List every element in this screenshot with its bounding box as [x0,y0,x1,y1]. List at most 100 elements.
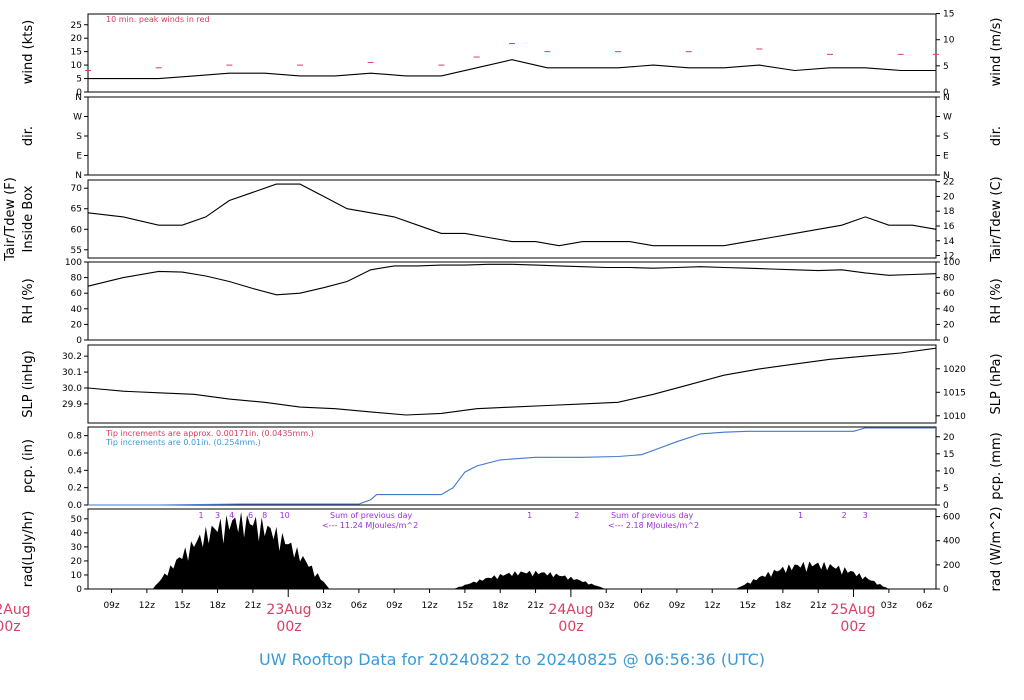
dir-ytick-label-left: E [76,152,82,162]
temp-ytick-label-left: 60 [71,225,83,235]
panel-frames [87,13,937,590]
temp-ytick-label-left: 65 [71,205,82,215]
pcp-panel-frame [87,426,937,506]
rh-ytick-label-left: 100 [65,258,82,268]
temp-ytick-label-right: 20 [943,192,955,202]
wind-ytick-label-left: 15 [71,48,82,58]
rad-ytick-label-left: 0 [76,585,82,595]
radiation-day1 [152,511,330,589]
dir-ylabel-left: dir. [21,126,36,146]
slp-ytick-label-left: 30.0 [62,384,82,394]
temperature-line [87,183,937,247]
x-tick-label: 15z [174,601,190,611]
rad-sum2-line1: Sum of previous day [611,511,693,520]
x-tick-label: 09z [103,601,119,611]
slp-line [87,347,937,416]
rad-hour-marker: 1 [798,511,803,520]
axis-ticks: 09z 12z 15z 18z 21z 03z 06z 09z 12z 15z 18z 21z 03z 0… [62,10,966,611]
dir-ytick-label-left: S [76,132,82,142]
rh-ytick-label-left: 80 [71,274,83,284]
wind-ytick-label-left: 10 [71,61,83,71]
dir-ytick-label-right: N [943,93,950,103]
rad-hour-marker: 1 [527,511,532,520]
x-tick-label: 15z [739,601,755,611]
rh-ytick-label-right: 80 [943,274,955,284]
rad-hour-marker: 6 [248,511,253,520]
rad-hour-marker: 2 [574,511,579,520]
x-tick-label: 18z [209,601,225,611]
pcp-ytick-label-right: 15 [943,450,954,460]
date-label-hour: 00z [0,619,21,635]
temp-ytick-label-right: 18 [943,207,955,217]
x-tick-label: 09z [669,601,685,611]
x-tick-label: 06z [633,601,649,611]
pcp-ylabel-left: pcp. (in) [21,439,36,493]
slp-ytick-label-left: 29.9 [62,400,82,410]
pcp-ytick-label-right: 10 [943,467,955,477]
rh-panel-frame [87,261,937,341]
pcp-ytick-label-left: 0.8 [68,432,83,442]
rad-ytick-label-left: 10 [71,571,83,581]
rad-hour-marker: 8 [262,511,267,520]
x-tick-label: 21z [810,601,826,611]
slp-ytick-label-right: 1010 [943,412,966,422]
slp-ytick-label-right: 1020 [943,365,966,375]
wind-ytick-label-right: 15 [943,10,954,20]
temp-ytick-label-right: 12 [943,252,954,262]
dir-ytick-label-right: W [943,113,952,123]
pcp-note-blue: Tip increments are 0.01in. (0.254mm.) [105,438,261,447]
slp-ytick-label-right: 1015 [943,388,966,398]
rh-ytick-label-right: 100 [943,258,960,268]
rh-ytick-label-left: 0 [76,336,82,346]
pcp-ytick-label-right: 5 [943,484,949,494]
rad-ytick-label-left: 50 [71,515,83,525]
date-label-hour: 00z [558,619,583,635]
wind-ytick-label-right: 10 [943,36,955,46]
slp-ytick-label-left: 30.1 [62,368,82,378]
wind-panel-frame [87,13,937,93]
rad-ytick-label-right: 200 [943,561,960,571]
wind-speed-line [88,59,936,80]
rad-sum2-line2: <--- 2.18 MJoules/m^2 [608,521,699,530]
rad-ytick-label-left: 20 [71,557,83,567]
wind-ytick-label-left: 20 [71,34,83,44]
rad-sum1-line1: Sum of previous day [330,511,412,520]
dir-ytick-label-left: N [75,93,82,103]
date-labels: 22Aug 00z 23Aug 00z 24Aug 00z 25Aug 00z [0,602,876,635]
wind-ytick-label-left: 25 [71,21,82,31]
slp-panel-frame [87,344,937,424]
temp-ytick-label-left: 55 [71,246,82,256]
x-tick-label: 03z [315,601,331,611]
x-tick-label: 06z [916,601,932,611]
radiation-day2 [453,570,607,589]
rad-ytick-label-right: 0 [943,585,949,595]
date-label-hour: 00z [276,619,301,635]
rad-ylabel-right: rad (W/m^2) [989,507,1004,592]
slp-ytick-label-left: 30.2 [62,352,82,362]
rh-ytick-label-left: 60 [71,289,83,299]
dir-ytick-label-left: W [73,113,82,123]
x-tick-label: 03z [598,601,614,611]
temp-ylabel-left-2: Inside Box [21,185,36,252]
wind-ytick-label-right: 0 [943,88,949,98]
dir-ytick-label-right: S [943,132,949,142]
date-label-day: 23Aug [266,602,311,618]
wind-ytick-label-left: 0 [76,88,82,98]
temp-ytick-label-right: 22 [943,178,954,188]
rh-ytick-label-right: 0 [943,336,949,346]
x-tick-label: 21z [527,601,543,611]
slp-ylabel-right: SLP (hPa) [989,353,1004,414]
temp-ylabel-left-1: Tair/Tdew (F) [3,177,18,262]
x-tick-label: 03z [881,601,897,611]
rad-ylabel-left: rad(Lgly/hr) [21,511,36,587]
dir-panel-frame [87,96,937,176]
wind-ylabel-right: wind (m/s) [989,18,1004,87]
wind-ylabel-left: wind (kts) [21,20,36,84]
rh-ylabel-right: RH (%) [989,278,1004,323]
dir-ytick-label-right: N [943,171,950,181]
temp-panel-frame [87,179,937,259]
pcp-ytick-label-right: 20 [943,433,955,443]
x-tick-label: 18z [775,601,791,611]
rh-ytick-label-right: 40 [943,305,955,315]
rad-ytick-label-right: 400 [943,537,960,547]
